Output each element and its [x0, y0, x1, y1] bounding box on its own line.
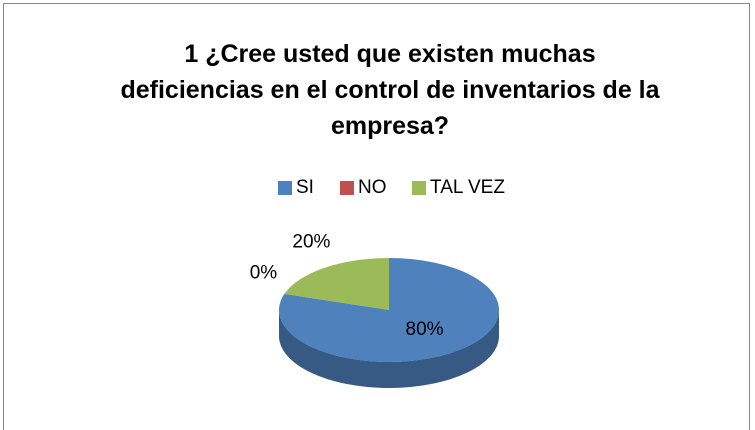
chart-border [3, 3, 750, 430]
legend-label: SI [296, 177, 314, 198]
legend-swatch [340, 181, 354, 195]
legend-swatch [278, 181, 292, 195]
legend-swatch [412, 181, 426, 195]
pie-slice [284, 258, 389, 310]
pie-side [279, 310, 499, 388]
data-label: 0% [250, 263, 278, 284]
data-label: 80% [406, 319, 444, 340]
legend-label: NO [358, 177, 387, 198]
legend-label: TAL VEZ [430, 177, 505, 198]
chart-title: 1 ¿Cree usted que existen muchas deficie… [120, 40, 660, 140]
data-label: 20% [292, 232, 330, 253]
pie-side-shade [279, 310, 499, 388]
